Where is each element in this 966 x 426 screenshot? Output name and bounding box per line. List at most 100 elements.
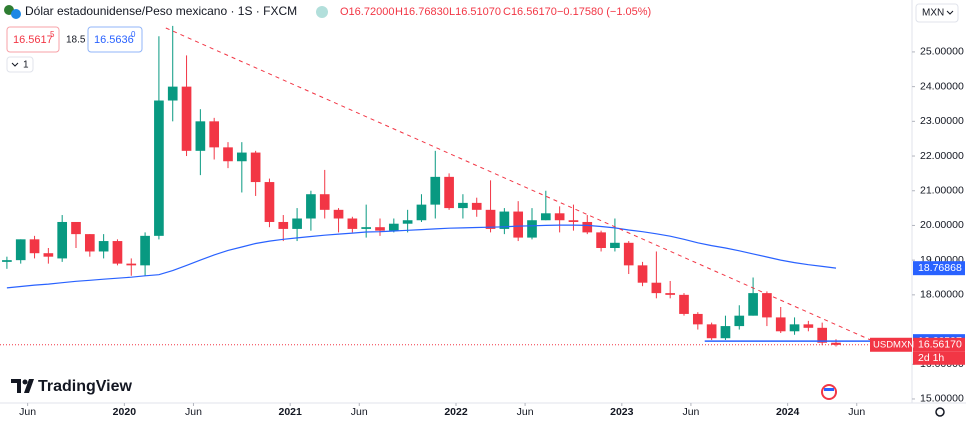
candle-body	[513, 211, 524, 238]
spread: 18.5	[66, 35, 86, 46]
y-tick-label: 25.00000	[920, 46, 964, 58]
symbol-badge	[870, 337, 912, 352]
candle-body	[817, 327, 828, 343]
y-tick-label: 23.00000	[920, 115, 964, 127]
trendline	[165, 27, 871, 341]
candle-body	[775, 317, 786, 332]
candle-body	[250, 152, 261, 183]
ohlc-high: H16.76830	[395, 6, 449, 18]
price-badge	[913, 337, 965, 352]
candle-body	[195, 121, 206, 151]
buy-button[interactable]	[87, 26, 143, 53]
candle-body	[610, 242, 620, 248]
ohlc-change: −0.17580 (−1.05%)	[557, 6, 651, 18]
candle-body	[15, 239, 26, 261]
candle-body	[278, 221, 289, 229]
x-tick-label: 2020	[113, 406, 137, 418]
plot	[0, 25, 912, 347]
candle-body	[540, 213, 551, 221]
candle-body	[140, 235, 150, 266]
ohlc-low: L16.51070	[449, 6, 501, 18]
candle-body	[126, 263, 137, 266]
x-tick-label: Jun	[19, 406, 36, 418]
market-status[interactable]	[316, 6, 328, 18]
x-tick-label: Jun	[848, 406, 865, 418]
y-tick-label: 22.00000	[920, 150, 964, 162]
candle-body	[375, 227, 385, 231]
candle-body	[361, 227, 372, 229]
candle-body	[471, 202, 482, 210]
candle-body	[71, 221, 81, 235]
sell-price[interactable]: 16.5617	[13, 34, 53, 46]
moving-average	[6, 224, 837, 289]
candle-body	[430, 176, 441, 205]
ohlc-close: C16.56170	[503, 6, 557, 18]
y-tick-label: 24.00000	[920, 80, 964, 92]
price-badge-label: 16.56170	[918, 339, 962, 351]
candle-body	[84, 234, 95, 252]
candle-body	[209, 121, 220, 148]
currency-label[interactable]: MXN	[922, 8, 944, 19]
candle-body	[43, 253, 54, 257]
x-tick-label: Jun	[351, 406, 368, 418]
candle-body	[2, 260, 12, 262]
indicators-count[interactable]: 1	[23, 60, 29, 71]
candle-body	[692, 313, 703, 325]
candle-body	[416, 204, 427, 221]
candle-body	[154, 100, 164, 236]
sell-price-pip[interactable]: 5	[50, 30, 55, 39]
candle-body	[57, 221, 68, 259]
x-tick-label: 2023	[610, 406, 634, 418]
buy-price-pip[interactable]: 0	[131, 30, 136, 39]
candle-body	[596, 232, 606, 248]
settings-icon[interactable]	[935, 407, 945, 417]
countdown-badge	[913, 351, 965, 365]
candle-body	[112, 241, 123, 264]
candle-body	[444, 176, 454, 209]
ohlc-open: O16.72000	[340, 6, 394, 18]
candle-body	[762, 293, 772, 318]
x-tick-label: Jun	[682, 406, 699, 418]
x-tick-label: Jun	[517, 406, 534, 418]
candle-body	[527, 220, 537, 238]
candle-body	[292, 218, 302, 229]
candle-body	[499, 211, 510, 229]
candle-body	[306, 194, 316, 219]
buy-price[interactable]: 16.5636	[94, 34, 134, 46]
x-tick-label: 2021	[279, 406, 303, 418]
event-flag	[824, 388, 834, 391]
sell-button[interactable]	[6, 26, 60, 53]
candle-body	[333, 209, 344, 219]
chevron	[11, 62, 19, 67]
candle-body	[651, 282, 662, 294]
candle-body	[223, 147, 233, 162]
event-flag	[823, 386, 835, 398]
chevron	[946, 10, 954, 15]
price-badge	[913, 261, 965, 276]
candle-body	[665, 293, 676, 295]
candle-body	[181, 86, 192, 151]
candle-body	[582, 221, 593, 233]
candle-body	[720, 326, 731, 339]
candle-body	[264, 182, 275, 222]
candle-body	[789, 324, 800, 332]
candle-body	[679, 294, 689, 314]
y-tick-label: 15.00000	[920, 393, 964, 405]
price-badge-label: 18.76868	[918, 262, 962, 274]
candle-body	[29, 239, 40, 254]
symbol-badge-label: USDMXN	[873, 339, 914, 350]
candle-body	[734, 315, 745, 327]
indicators-toggle[interactable]	[6, 56, 34, 73]
x-tick-label: 2022	[444, 406, 468, 418]
candle-body	[388, 223, 399, 231]
candle-body	[319, 194, 330, 210]
candle-body	[623, 242, 634, 266]
candle-body	[554, 213, 565, 221]
candle-body	[402, 220, 413, 224]
currency-button[interactable]	[915, 3, 959, 23]
candle-body	[706, 324, 717, 339]
candle-body	[748, 293, 758, 316]
y-tick-label: 18.00000	[920, 289, 964, 301]
logo-text: TradingView	[38, 378, 133, 395]
